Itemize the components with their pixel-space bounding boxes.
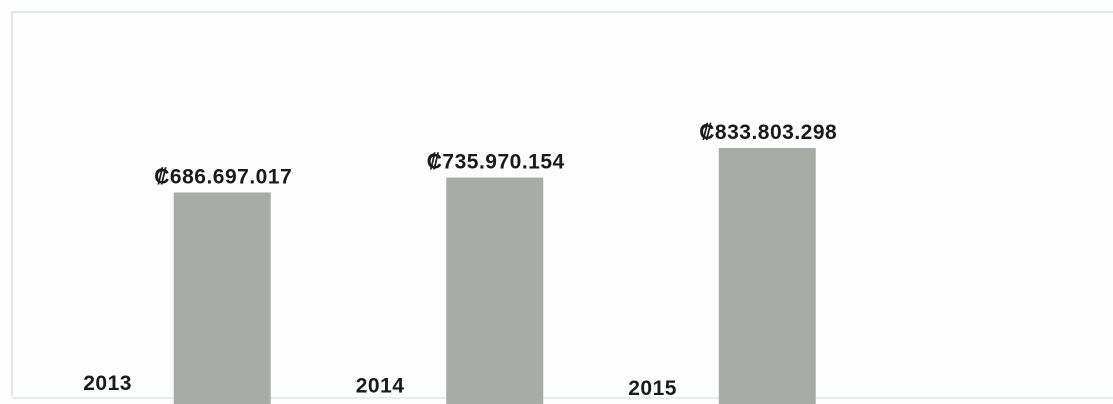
category-label: 2015: [628, 377, 677, 400]
value-label: ₡686.697.017: [154, 165, 292, 188]
category-label: 2013: [83, 372, 132, 395]
bar: [718, 148, 816, 404]
value-label: ₡735.970.154: [427, 151, 565, 174]
bar: [173, 192, 271, 404]
bar: [446, 177, 544, 404]
category-label: 2014: [356, 375, 405, 398]
value-label: ₡833.803.298: [699, 121, 837, 144]
